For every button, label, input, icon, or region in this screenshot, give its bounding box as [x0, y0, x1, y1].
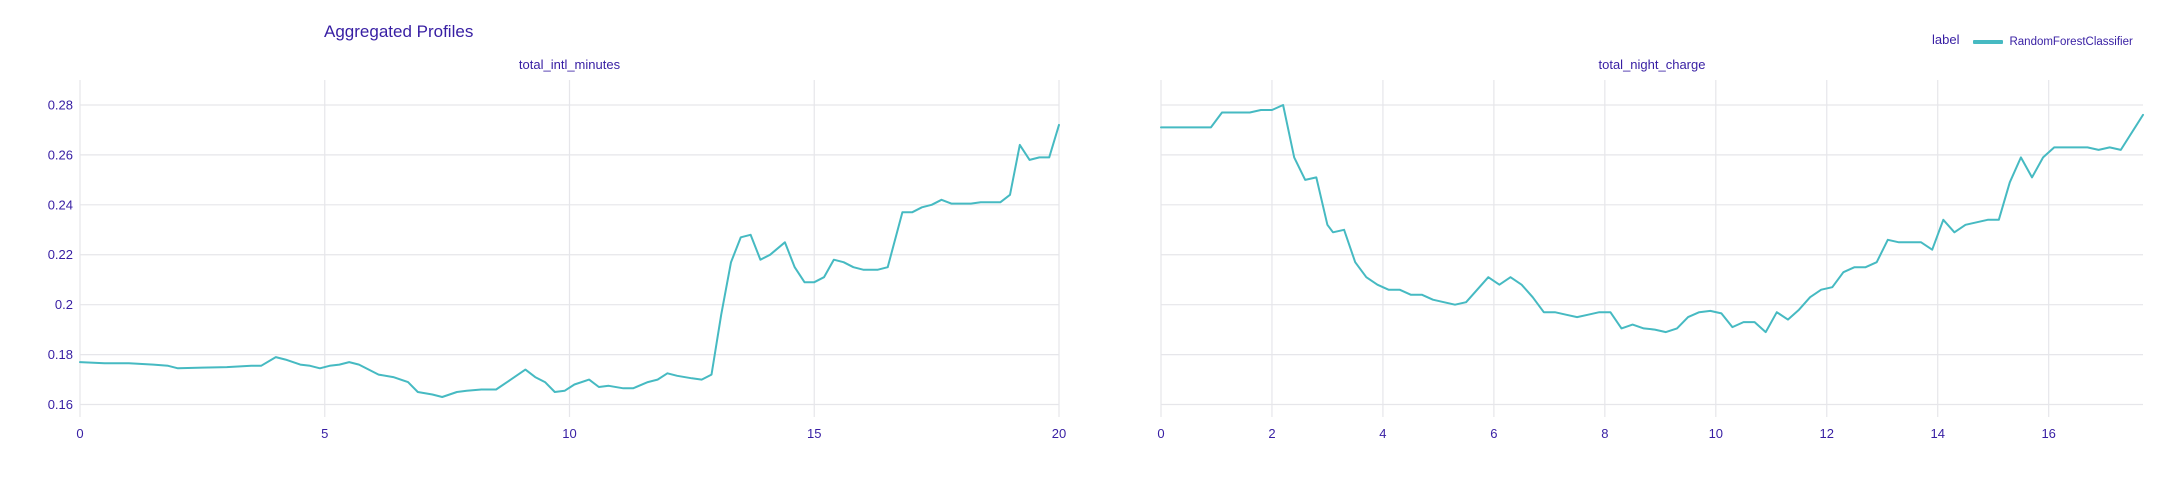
series-line [1160, 104, 2144, 334]
legend-title: label [1932, 31, 1960, 47]
x-tick-label: 10 [562, 426, 576, 441]
y-tick-label: 0.22 [48, 247, 73, 262]
x-tick-label: 6 [1490, 426, 1497, 441]
x-tick-label: 5 [321, 426, 328, 441]
panel-total-night-charge: 0 2 4 6 8 10 12 14 16 total_night_charge [1157, 57, 2144, 441]
y-tick-label: 0.2 [55, 297, 73, 312]
x-tick-label: 0 [1157, 426, 1164, 441]
x-tick-label: 14 [1930, 426, 1944, 441]
series-line [79, 123, 1060, 398]
y-tick-label: 0.26 [48, 147, 73, 162]
legend-label: RandomForestClassifier [2009, 36, 2133, 48]
x-tick-label: 0 [76, 426, 83, 441]
x-tick-label: 20 [1052, 426, 1066, 441]
x-tick-label: 2 [1268, 426, 1275, 441]
legend: label RandomForestClassifier [1932, 30, 2133, 54]
legend-item-randomforestclassifier[interactable]: RandomForestClassifier [1973, 36, 2133, 48]
y-tick-label: 0.18 [48, 347, 73, 362]
x-tick-label: 4 [1379, 426, 1386, 441]
x-tick-label: 15 [807, 426, 821, 441]
chart-title: Aggregated Profiles [324, 22, 474, 41]
x-tick-label: 12 [1820, 426, 1834, 441]
subplot-title: total_night_charge [1599, 57, 1706, 72]
subplot-title: total_intl_minutes [519, 57, 621, 72]
y-tick-label: 0.24 [48, 197, 73, 212]
y-tick-label: 0.16 [48, 397, 73, 412]
legend-swatch [1973, 40, 2004, 44]
x-tick-label: 16 [2041, 426, 2055, 441]
x-tick-label: 10 [1709, 426, 1723, 441]
x-tick-label: 8 [1601, 426, 1608, 441]
panel-total-intl-minutes: 0.16 0.18 0.2 0.22 0.24 0.26 0.28 0 5 10 15 20 total… [48, 57, 1067, 441]
y-tick-label: 0.28 [48, 97, 73, 112]
